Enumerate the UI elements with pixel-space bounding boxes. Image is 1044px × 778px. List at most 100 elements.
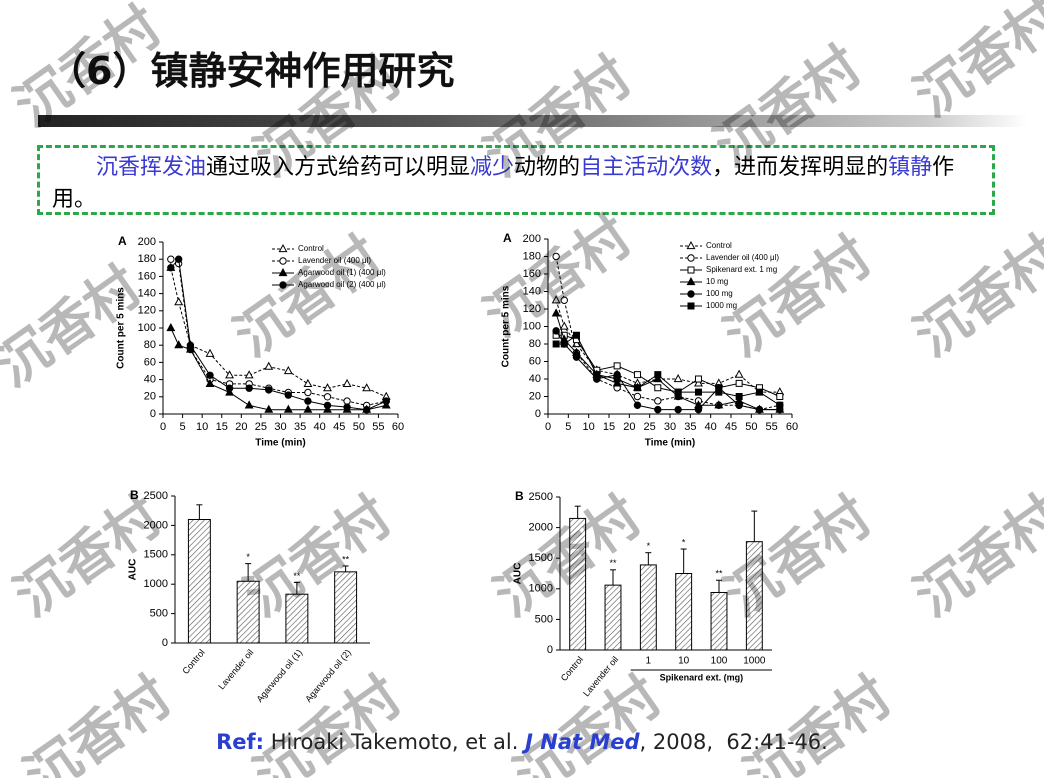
marker <box>593 371 601 379</box>
marker <box>673 391 683 400</box>
marker <box>244 400 254 409</box>
y-tick-label: 60 <box>144 356 156 368</box>
marker <box>278 267 288 277</box>
y-tick-label: 80 <box>144 339 156 351</box>
marker <box>174 255 183 263</box>
y-tick-label: 180 <box>523 250 541 262</box>
marker <box>278 243 288 253</box>
marker <box>283 404 293 413</box>
bar <box>569 517 587 651</box>
watermark: 沉香村 <box>714 486 881 628</box>
x-tick-label: 40 <box>314 421 326 433</box>
marker <box>304 397 312 405</box>
intro-text: 作用。 <box>52 155 955 212</box>
title-rule <box>38 115 1028 127</box>
y-tick-label: 1500 <box>144 549 168 561</box>
marker <box>323 383 332 392</box>
marker <box>572 353 581 361</box>
y-tick-label: 1000 <box>529 583 553 595</box>
legend-label: 1000 mg <box>706 301 737 310</box>
x-tick-label: 5 <box>180 421 186 433</box>
intro-text: ，进而发挥明显的 <box>712 155 889 180</box>
highlight-text: 减少 <box>470 155 515 180</box>
x-tick-label: 1 <box>646 656 652 667</box>
y-tick-label: 1500 <box>529 552 553 564</box>
y-tick-label: 180 <box>138 253 156 265</box>
y-tick-label: 80 <box>529 338 541 350</box>
y-tick-label: 2500 <box>529 491 553 503</box>
marker <box>653 373 663 383</box>
marker <box>687 254 695 262</box>
x-tick-label: 20 <box>623 421 635 433</box>
marker <box>734 369 744 378</box>
significance: * <box>682 537 686 547</box>
x-tick-label: 25 <box>644 421 656 433</box>
x-tick-label: 10 <box>678 656 690 667</box>
bar <box>639 564 657 651</box>
marker <box>687 302 695 310</box>
watermark: 沉香村 <box>904 226 1044 368</box>
legend-label: 10 mg <box>706 277 728 286</box>
watermark: 沉香村 <box>4 0 171 138</box>
marker <box>633 384 641 392</box>
marker <box>166 322 176 332</box>
marker <box>673 373 683 383</box>
marker <box>284 391 293 399</box>
marker <box>654 384 662 392</box>
x-tick-label: 20 <box>235 421 247 433</box>
marker <box>342 378 352 387</box>
marker <box>633 392 642 401</box>
watermark: 沉香村 <box>484 486 651 628</box>
x-tick-label: 45 <box>333 421 345 433</box>
x-tick-label: Agarwood oil (2) <box>303 647 353 704</box>
marker <box>174 297 184 306</box>
x-tick-label: 10 <box>583 421 595 433</box>
marker <box>382 397 390 405</box>
x-tick-label: 35 <box>684 421 696 433</box>
marker <box>304 388 312 397</box>
y-tick-label: 500 <box>150 608 168 620</box>
x-tick-label: 55 <box>372 421 384 433</box>
significance: ** <box>715 569 723 579</box>
marker <box>265 386 273 394</box>
legend-label: Spikenard ext. 1 mg <box>706 265 777 274</box>
marker <box>694 375 702 383</box>
y-axis-label: Count per 5 mins <box>501 285 512 367</box>
marker <box>167 255 175 263</box>
legend-label: Agarwood oil (2) (400 μl) <box>298 280 386 289</box>
marker <box>686 276 696 286</box>
marker <box>674 405 682 414</box>
marker <box>283 365 293 375</box>
watermark: 沉香村 <box>0 256 151 398</box>
x-tick-label: Agarwood oil (1) <box>254 647 304 704</box>
marker <box>551 308 561 317</box>
y-tick-label: 200 <box>138 236 156 248</box>
marker <box>714 400 724 409</box>
marker <box>362 383 372 392</box>
marker <box>186 341 195 349</box>
y-tick-label: 500 <box>535 613 553 625</box>
marker <box>343 397 351 405</box>
marker <box>674 388 682 396</box>
highlight-text: 自主活动次数 <box>580 155 713 180</box>
x-tick-label: Lavender oil <box>216 647 255 691</box>
marker <box>552 252 560 261</box>
marker <box>694 378 703 387</box>
legend-label: Lavender oil (400 μl) <box>706 253 779 262</box>
watermark: 沉香村 <box>904 0 1044 128</box>
marker <box>174 340 184 349</box>
marker <box>560 340 568 348</box>
x-tick-label: 15 <box>603 421 615 433</box>
y-tick-label: 200 <box>523 233 541 245</box>
marker <box>755 388 763 396</box>
marker <box>244 370 254 379</box>
marker <box>279 281 287 289</box>
y-tick-label: 100 <box>138 322 156 334</box>
watermark: 沉香村 <box>244 46 411 188</box>
reference: Ref: Hiroaki Takemoto, et al. J Nat Med,… <box>0 730 1044 754</box>
bar <box>745 541 763 651</box>
bar <box>710 591 728 651</box>
y-tick-label: 0 <box>535 408 541 420</box>
marker <box>755 405 764 414</box>
